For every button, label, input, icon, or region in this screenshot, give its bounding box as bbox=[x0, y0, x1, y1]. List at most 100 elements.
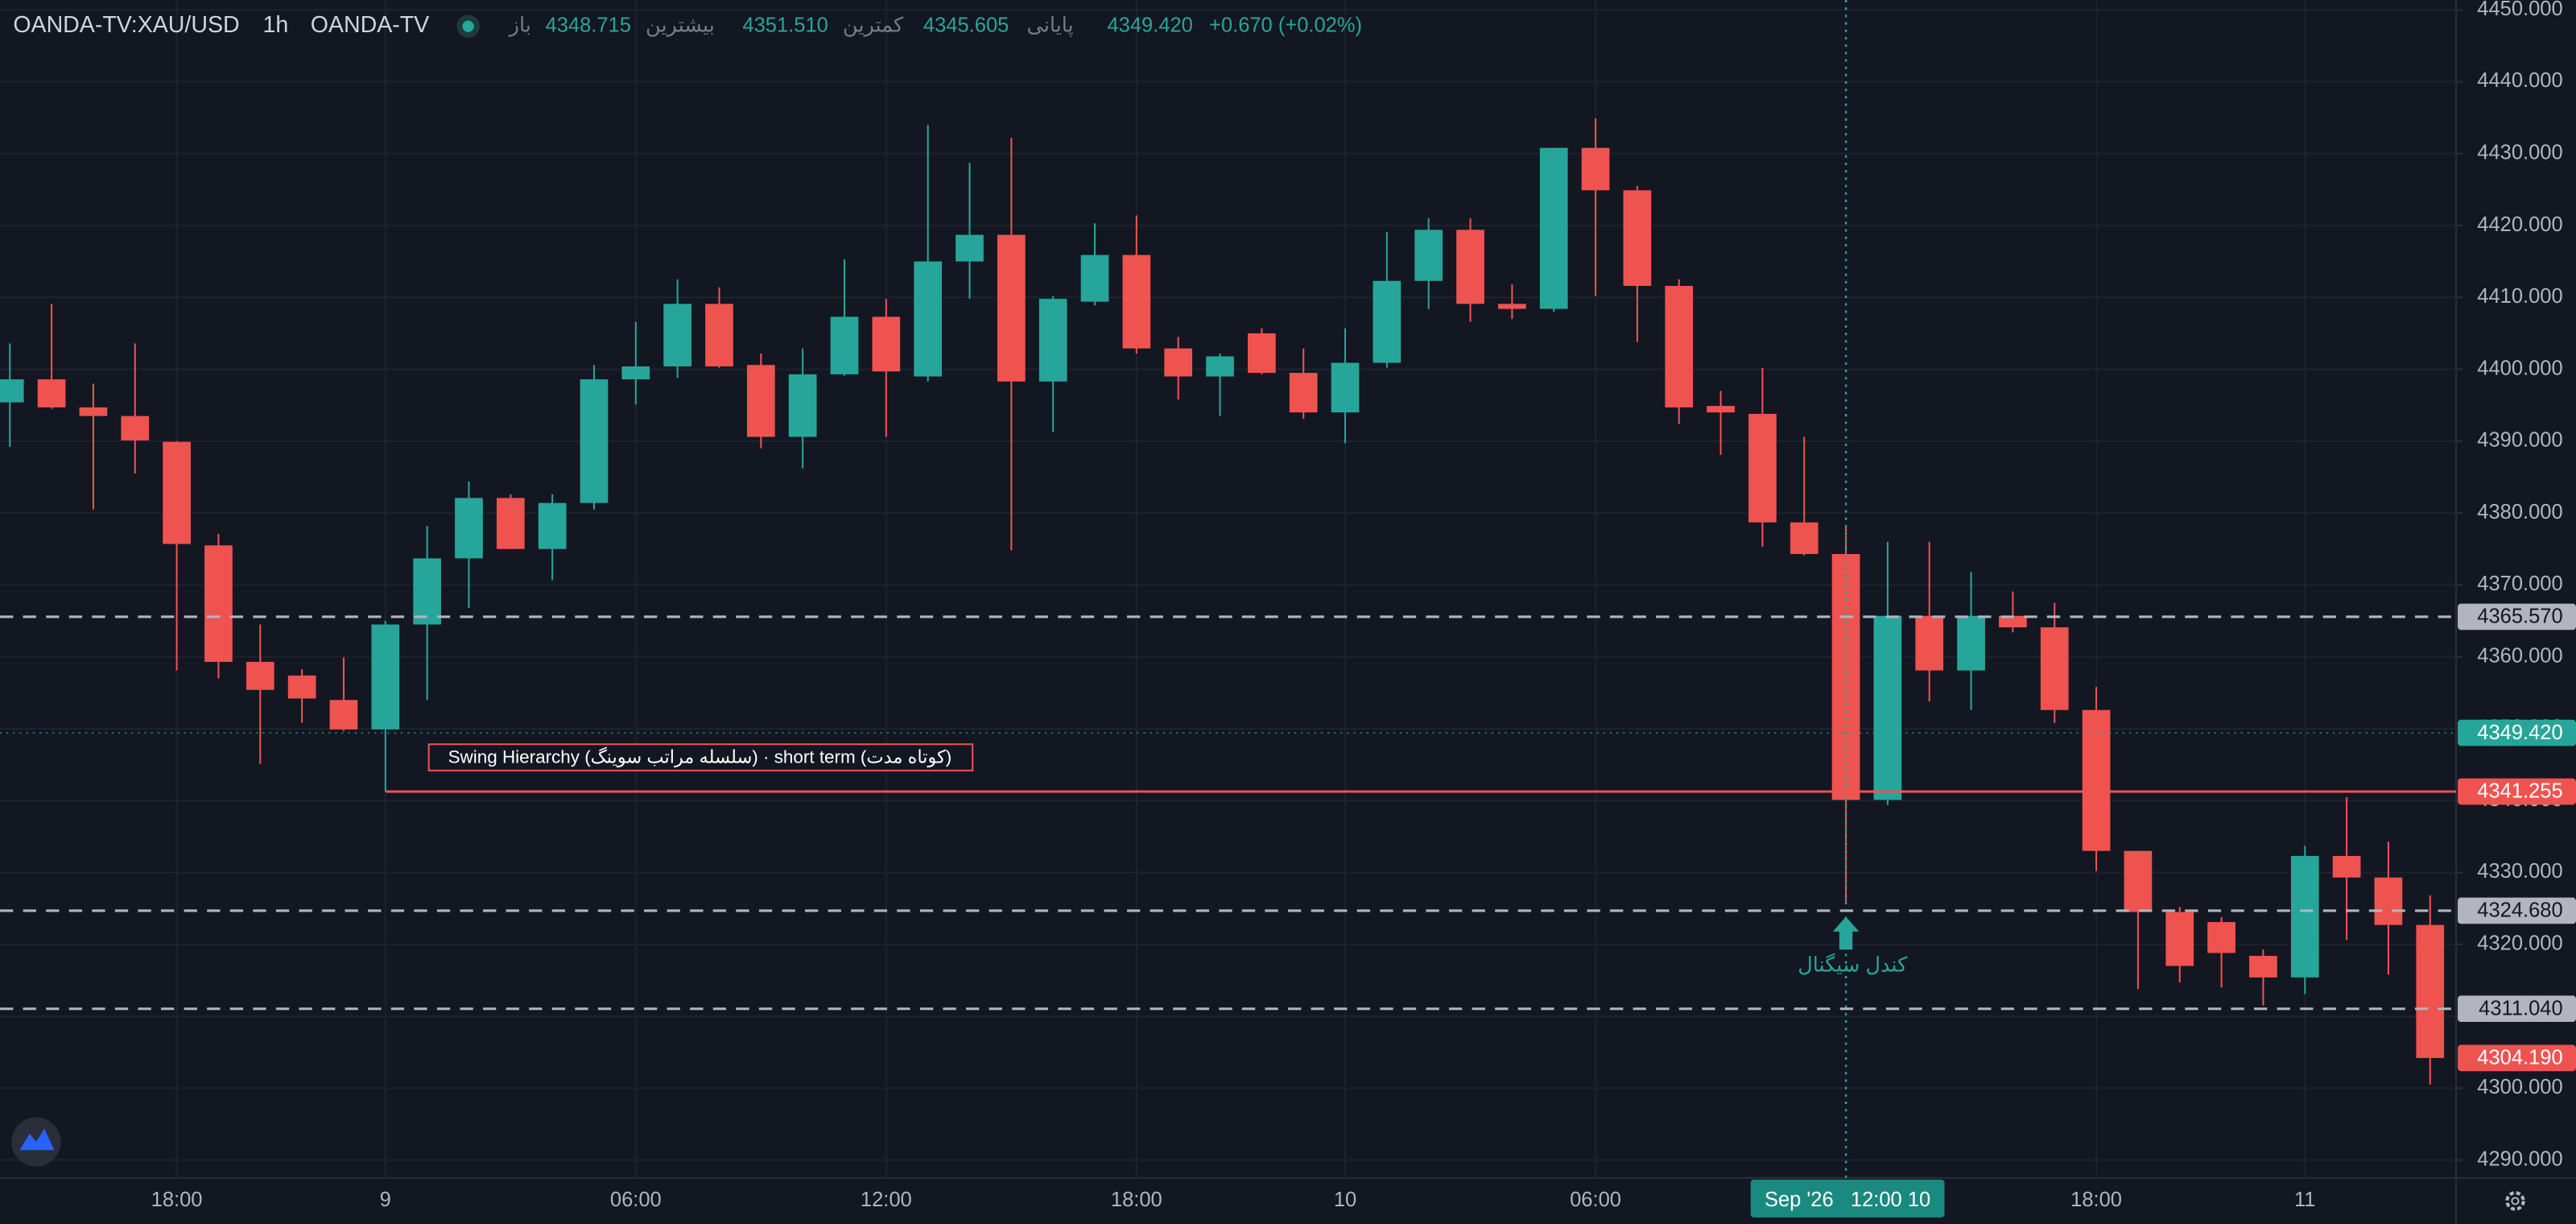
level-label-box bbox=[2458, 719, 2576, 746]
ohlc-label: پایانی bbox=[1027, 14, 1074, 37]
source: OANDA-TV bbox=[311, 12, 430, 38]
candle-body bbox=[621, 366, 650, 380]
status-dot bbox=[462, 20, 474, 32]
candle-body bbox=[1999, 615, 2027, 628]
level-label: 4341.255 bbox=[2477, 780, 2562, 803]
candles bbox=[0, 118, 2445, 1085]
y-tick-label: 4290.000 bbox=[2477, 1148, 2562, 1170]
x-tick-label: 18:00 bbox=[1111, 1189, 1162, 1211]
candle-body bbox=[204, 545, 233, 662]
crosshair-time-box bbox=[1750, 1179, 1945, 1218]
candle-body bbox=[1414, 229, 1443, 281]
candle-body bbox=[455, 498, 483, 559]
candle-body bbox=[1665, 286, 1694, 407]
y-tick-label: 4330.000 bbox=[2477, 860, 2562, 883]
x-tick-label: 18:00 bbox=[2070, 1189, 2122, 1211]
interval: 1h bbox=[263, 12, 289, 38]
candle-body bbox=[329, 700, 358, 730]
y-tick-label: 4450.000 bbox=[2477, 0, 2562, 20]
candle-body bbox=[705, 304, 733, 367]
ohlc-label: باز bbox=[508, 14, 531, 37]
candle-body bbox=[1623, 190, 1652, 287]
x-tick-label: 9 bbox=[380, 1189, 391, 1211]
symbol: OANDA-TV:XAU/USD bbox=[13, 12, 239, 38]
level-label: 4311.040 bbox=[2479, 997, 2562, 1019]
x-tick-label: 12:00 bbox=[861, 1189, 912, 1211]
candle-body bbox=[1164, 348, 1193, 377]
candle-body bbox=[2207, 922, 2235, 953]
settings-icon bbox=[2505, 1191, 2525, 1211]
candle-body bbox=[371, 624, 400, 730]
ohlc-value: 4348.715 bbox=[546, 14, 631, 36]
candle-body bbox=[2249, 956, 2277, 978]
candle-body bbox=[788, 374, 817, 437]
y-tick-label: 4410.000 bbox=[2477, 285, 2562, 308]
level-label: 4304.190 bbox=[2477, 1047, 2562, 1069]
candle-body bbox=[1873, 615, 1902, 800]
candle-body bbox=[1122, 254, 1151, 349]
candle-body bbox=[1289, 373, 1318, 413]
ohlc-label: کمترین bbox=[843, 14, 904, 37]
level-label: 4365.570 bbox=[2477, 606, 2562, 628]
candle-body bbox=[2290, 855, 2319, 978]
ohlc-value: 4345.605 bbox=[923, 14, 1009, 36]
candle-body bbox=[956, 234, 984, 262]
settings-button[interactable] bbox=[2505, 1191, 2525, 1211]
level-label-box bbox=[2458, 778, 2576, 805]
crosshair-time-label: Sep '26 12:00 10 bbox=[1765, 1189, 1930, 1211]
change: +0.670 (+0.02%) bbox=[1209, 14, 1362, 36]
candle-body bbox=[1831, 554, 1860, 800]
candle-body bbox=[287, 675, 316, 699]
candle-body bbox=[663, 304, 691, 367]
candle-body bbox=[413, 558, 441, 625]
y-tick-label: 4380.000 bbox=[2477, 501, 2562, 523]
ohlc-label: بیشترین bbox=[646, 14, 715, 37]
candle-body bbox=[121, 416, 150, 440]
candle-body bbox=[1248, 333, 1276, 374]
candle-body bbox=[580, 379, 609, 503]
level-label-box bbox=[2458, 1044, 2576, 1072]
candle-body bbox=[1915, 615, 1944, 671]
candle-body bbox=[997, 234, 1026, 382]
level-label: 4349.420 bbox=[2477, 722, 2562, 744]
level-label-box bbox=[2458, 603, 2576, 631]
x-tick-label: 18:00 bbox=[151, 1189, 203, 1211]
candle-body bbox=[1206, 356, 1234, 377]
ohlc-value: 4349.420 bbox=[1108, 14, 1193, 36]
x-tick-label: 10 bbox=[1334, 1189, 1356, 1211]
candle-body bbox=[538, 502, 567, 549]
ohlc-value: 4351.510 bbox=[742, 14, 828, 36]
candle-body bbox=[2165, 912, 2194, 966]
y-tick-label: 4390.000 bbox=[2477, 429, 2562, 452]
swing-label-box bbox=[427, 743, 974, 771]
candle-body bbox=[1539, 147, 1568, 309]
candle-body bbox=[914, 261, 942, 377]
y-tick-label: 4300.000 bbox=[2477, 1076, 2562, 1098]
candle-body bbox=[1456, 229, 1484, 304]
x-tick-label: 06:00 bbox=[1570, 1189, 1621, 1211]
candle-body bbox=[872, 316, 901, 372]
y-tick-label: 4360.000 bbox=[2477, 644, 2562, 667]
candle-body bbox=[0, 379, 24, 403]
candle-body bbox=[2374, 877, 2403, 925]
candle-body bbox=[1331, 362, 1360, 413]
swing-label: Swing Hierarchy (سلسله مراتب سوینگ) · sh… bbox=[448, 747, 952, 768]
candle-body bbox=[2416, 924, 2445, 1058]
y-tick-label: 4420.000 bbox=[2477, 213, 2562, 236]
candle-body bbox=[246, 661, 275, 690]
candle-body bbox=[2332, 855, 2361, 878]
settings-icon-center bbox=[2511, 1197, 2520, 1205]
level-label-box bbox=[2458, 995, 2576, 1023]
candle-body bbox=[1080, 254, 1109, 302]
level-label-box bbox=[2458, 897, 2576, 924]
y-tick-label: 4440.000 bbox=[2477, 69, 2562, 92]
candle-body bbox=[1581, 147, 1610, 191]
candle-body bbox=[1790, 522, 1818, 555]
candle-body bbox=[37, 379, 66, 407]
logo-icon bbox=[19, 1128, 55, 1151]
candle-body bbox=[1038, 299, 1067, 382]
